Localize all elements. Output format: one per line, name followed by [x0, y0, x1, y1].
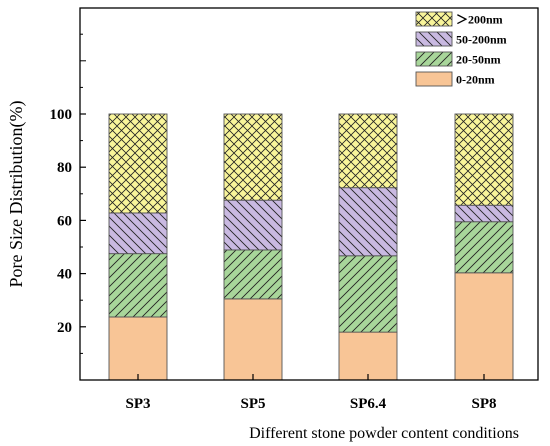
- bar-hatch-SP8-＞200nm: [455, 114, 513, 206]
- bar-hatch-SP5-20-50nm: [224, 249, 282, 299]
- legend-hatch-＞200nm: [416, 12, 452, 26]
- y-tick-label: 100: [50, 107, 73, 123]
- bar-outline-SP3-＞200nm: [108, 113, 168, 214]
- bar-outline-SP8-＞200nm: [454, 113, 514, 206]
- y-tick-label: 80: [57, 160, 72, 176]
- legend-swatch-0-20nm: [416, 72, 452, 86]
- legend-label-50-200nm: 50-200nm: [456, 33, 507, 47]
- bar-hatch-SP6.4-20-50nm: [339, 255, 397, 333]
- x-tick-label: SP3: [125, 396, 150, 412]
- bar-hatch-SP5-＞200nm: [224, 114, 282, 201]
- bar-segment-SP5-0-20nm: [224, 298, 282, 380]
- bar-outline-SP6.4-＞200nm: [338, 113, 398, 189]
- x-tick-label: SP6.4: [350, 396, 387, 412]
- bar-segment-SP8-0-20nm: [455, 272, 513, 380]
- bar-hatch-SP3-50-200nm: [109, 212, 167, 254]
- bar-segment-SP6.4-0-20nm: [339, 332, 397, 380]
- legend-swatch-outline: [415, 11, 453, 27]
- legend: ＞200nm 50-200nm 20-50nm 0-20nm: [415, 11, 507, 87]
- legend-swatch-outline: [415, 31, 453, 47]
- bar-outline-SP5-＞200nm: [223, 113, 283, 201]
- y-axis-label: Pore Size Distribution(%): [6, 101, 27, 288]
- bar-hatch-SP3-＞200nm: [109, 114, 167, 213]
- bar-hatch-SP3-20-50nm: [109, 253, 167, 317]
- bar-hatch-SP5-50-200nm: [224, 200, 282, 250]
- bar-hatch-SP6.4-＞200nm: [339, 114, 397, 188]
- legend-hatch-50-200nm: [416, 32, 452, 46]
- bar-hatch-SP8-50-200nm: [455, 205, 513, 222]
- x-axis-label: Different stone powder content condition…: [249, 425, 519, 442]
- y-tick-label: 20: [57, 320, 72, 336]
- bar-segment-SP3-0-20nm: [109, 316, 167, 380]
- y-tick-label: 60: [57, 213, 72, 229]
- legend-label-20-50nm: 20-50nm: [456, 53, 501, 67]
- legend-label-＞200nm: ＞200nm: [456, 13, 503, 27]
- legend-swatch-outline: [415, 51, 453, 67]
- legend-label-0-20nm: 0-20nm: [456, 73, 495, 87]
- legend-swatch-outline: [415, 71, 453, 87]
- x-tick-label: SP8: [471, 396, 496, 412]
- x-axis: SP3 SP5 SP6.4 SP8: [125, 374, 497, 412]
- bar-hatch-SP6.4-50-200nm: [339, 187, 397, 256]
- bar-hatch-SP8-20-50nm: [455, 221, 513, 273]
- y-axis: 20 40 60 80 100: [50, 33, 86, 354]
- bars-layer: [108, 113, 514, 381]
- legend-hatch-20-50nm: [416, 52, 452, 66]
- x-tick-label: SP5: [240, 396, 265, 412]
- y-tick-label: 40: [57, 267, 72, 283]
